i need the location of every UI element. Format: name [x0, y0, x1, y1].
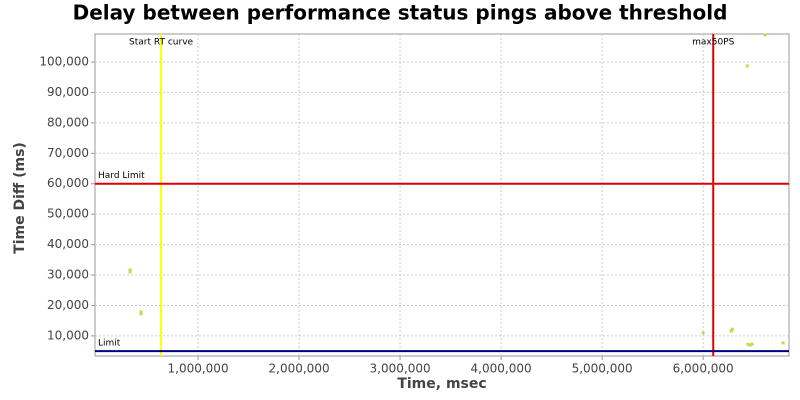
point [746, 342, 750, 346]
point [730, 327, 734, 331]
x-tick-label: 6,000,000 [673, 362, 734, 376]
point [139, 312, 143, 316]
x-marker-label: Start RT curve [129, 38, 193, 48]
y-tick-label: 60,000 [47, 176, 89, 190]
x-marker-label: max50PS [692, 38, 734, 48]
point [745, 64, 749, 68]
x-tick-label: 3,000,000 [370, 362, 431, 376]
y-tick-label: 20,000 [47, 298, 89, 312]
y-tick-label: 80,000 [47, 115, 89, 129]
point [729, 329, 733, 333]
y-tick-label: 40,000 [47, 237, 89, 251]
y-tick-label: 90,000 [47, 85, 89, 99]
x-axis-title: Time, msec [397, 376, 486, 392]
y-tick-label: 30,000 [47, 268, 89, 282]
x-tick-label: 4,000,000 [471, 362, 532, 376]
x-tick-label: 1,000,000 [168, 362, 229, 376]
y-marker-label: Limit [98, 339, 121, 349]
point [128, 268, 132, 272]
point [139, 310, 143, 314]
x-tick-label: 5,000,000 [572, 362, 633, 376]
x-tick-label: 2,000,000 [269, 362, 330, 376]
y-axis-title: Time Diff (ms) [12, 142, 28, 254]
y-tick-label: 70,000 [47, 146, 89, 160]
y-marker-label: Hard Limit [98, 171, 145, 181]
plot-area [94, 33, 790, 357]
y-tick-label: 100,000 [39, 55, 89, 69]
point [750, 342, 754, 346]
point [763, 33, 767, 37]
point [128, 270, 132, 274]
point [748, 343, 752, 347]
y-tick-label: 10,000 [47, 328, 89, 342]
point [781, 341, 785, 345]
y-tick-label: 50,000 [47, 207, 89, 221]
point [701, 331, 705, 335]
chart-title: Delay between performance status pings a… [73, 1, 728, 25]
